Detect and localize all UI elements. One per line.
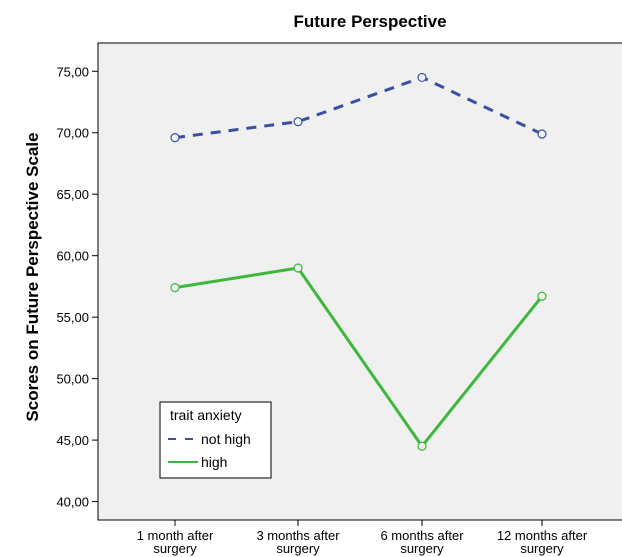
series-line-high (174, 266, 544, 449)
y-tick-label: 40,00 (56, 495, 89, 510)
y-tick-label: 60,00 (56, 249, 89, 264)
y-axis-label: Scores on Future Perspective Scale (23, 132, 42, 421)
series-group (170, 72, 547, 451)
x-tick-label: 3 months after (256, 528, 340, 543)
series-line-not-high (174, 75, 543, 140)
data-point (293, 117, 303, 127)
y-tick-label: 55,00 (56, 310, 89, 325)
legend-box (159, 401, 272, 479)
data-point (293, 263, 303, 273)
data-point (417, 441, 427, 451)
x-tick-label: surgery (276, 541, 320, 556)
legend-title: trait anxiety (170, 407, 242, 423)
y-tick-label: 45,00 (56, 433, 89, 448)
x-tick-label: surgery (520, 541, 564, 556)
legend-label-not-high: not high (201, 431, 251, 447)
data-point (417, 72, 427, 83)
x-tick-label: 12 months after (497, 528, 588, 543)
x-tick-label: 6 months after (380, 528, 464, 543)
legend: trait anxiety not high high (159, 401, 272, 479)
y-tick-label: 65,00 (56, 187, 89, 202)
y-axis: 40,00 45,00 50,00 55,00 60,00 65,00 70,00 75,00 (56, 64, 98, 510)
legend-label-high: high (201, 454, 227, 470)
y-tick-label: 75,00 (56, 64, 89, 79)
y-tick-label: 70,00 (56, 126, 89, 141)
chart-title: Future Perspective (293, 12, 446, 31)
data-point (537, 129, 547, 139)
y-tick-label: 50,00 (56, 372, 89, 387)
data-point (537, 291, 547, 301)
data-point (170, 283, 180, 293)
x-tick-label: surgery (153, 541, 197, 556)
x-tick-label: surgery (400, 541, 444, 556)
data-point (170, 133, 180, 143)
x-tick-label: 1 month after (137, 528, 214, 543)
